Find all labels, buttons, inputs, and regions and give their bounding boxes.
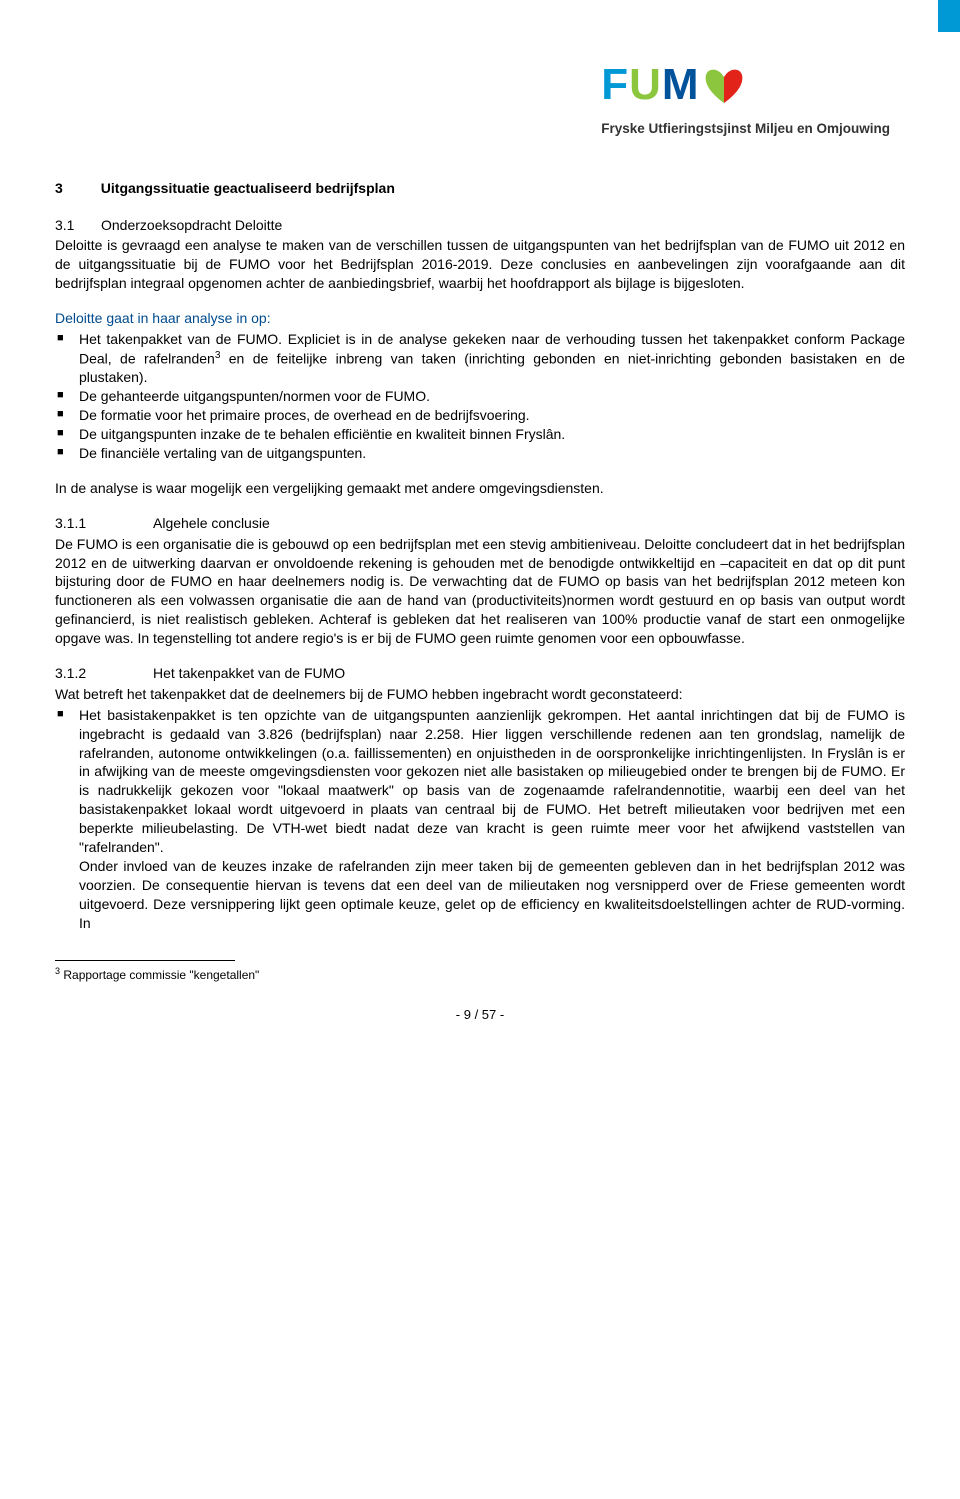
page-number: - 9 / 57 -: [55, 1006, 905, 1024]
list-item: De financiële vertaling van de uitgangsp…: [55, 444, 905, 463]
section-heading-3: 3 Uitgangssituatie geactualiseerd bedrij…: [55, 179, 905, 198]
list-item-text: Het basistakenpakket is ten opzichte van…: [79, 707, 905, 931]
list-item-text: De uitgangspunten inzake de te behalen e…: [79, 426, 565, 442]
list-intro: Deloitte gaat in haar analyse in op:: [55, 309, 905, 328]
subsubsection-title: Het takenpakket van de FUMO: [153, 664, 345, 683]
paragraph-conclusion: De FUMO is een organisatie die is gebouw…: [55, 535, 905, 648]
section-title: Uitgangssituatie geactualiseerd bedrijfs…: [101, 179, 395, 198]
subsubsection-number: 3.1.2: [55, 664, 91, 683]
list-item: De uitgangspunten inzake de te behalen e…: [55, 425, 905, 444]
footnote-text: Rapportage commissie "kengetallen": [60, 968, 259, 982]
list-item: Het basistakenpakket is ten opzichte van…: [55, 706, 905, 933]
footnote: 3 Rapportage commissie "kengetallen": [55, 965, 905, 983]
logo-letter-u: U: [629, 55, 660, 114]
subsection-number: 3.1: [55, 216, 81, 235]
logo-main-row: F U M: [601, 55, 890, 114]
logo-subtitle: Fryske Utfieringstsjinst Miljeu en Omjou…: [601, 120, 890, 138]
paragraph-takenpakket-intro: Wat betreft het takenpakket dat de deeln…: [55, 685, 905, 704]
paragraph-intro: Deloitte is gevraagd een analyse te make…: [55, 236, 905, 293]
page-accent-bar: [938, 0, 960, 32]
document-body: 3 Uitgangssituatie geactualiseerd bedrij…: [0, 149, 960, 1024]
subsection-title: Onderzoeksopdracht Deloitte: [101, 216, 282, 235]
list-item: Het takenpakket van de FUMO. Expliciet i…: [55, 330, 905, 387]
fumo-logo: F U M Fryske Utfieringstsjinst Miljeu en…: [601, 55, 890, 139]
list-item: De formatie voor het primaire proces, de…: [55, 406, 905, 425]
bullet-list-analysis: Het takenpakket van de FUMO. Expliciet i…: [55, 330, 905, 463]
list-item-text: De formatie voor het primaire proces, de…: [79, 407, 530, 423]
subsubsection-number: 3.1.1: [55, 514, 91, 533]
subsubsection-heading-3-1-2: 3.1.2 Het takenpakket van de FUMO: [55, 664, 905, 683]
logo-letter-m: M: [662, 55, 698, 114]
page-header: F U M Fryske Utfieringstsjinst Miljeu en…: [0, 0, 960, 149]
footnote-separator: [55, 960, 235, 961]
logo-heart-icon: [702, 65, 746, 105]
subsubsection-heading-3-1-1: 3.1.1 Algehele conclusie: [55, 514, 905, 533]
paragraph-comparison: In de analyse is waar mogelijk een verge…: [55, 479, 905, 498]
list-item: De gehanteerde uitgangspunten/normen voo…: [55, 387, 905, 406]
logo-letter-f: F: [601, 55, 627, 114]
subsection-heading-3-1: 3.1 Onderzoeksopdracht Deloitte: [55, 216, 905, 235]
list-item-text: De gehanteerde uitgangspunten/normen voo…: [79, 388, 430, 404]
bullet-list-findings: Het basistakenpakket is ten opzichte van…: [55, 706, 905, 933]
list-item-text: De financiële vertaling van de uitgangsp…: [79, 445, 366, 461]
subsubsection-title: Algehele conclusie: [153, 514, 270, 533]
section-number: 3: [55, 179, 63, 198]
